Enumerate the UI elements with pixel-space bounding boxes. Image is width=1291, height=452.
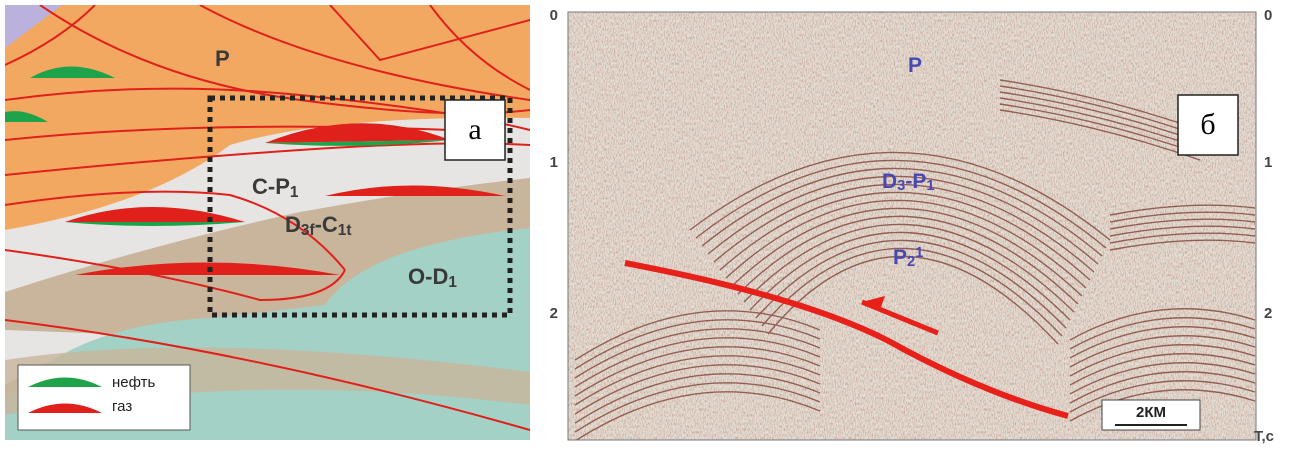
label-segment: 1 — [448, 274, 457, 291]
formation-label: P — [908, 54, 922, 77]
label-segment: P — [893, 246, 907, 269]
label-segment: 3f — [301, 222, 316, 239]
tick-label: 2 — [550, 305, 558, 322]
label-segment: 3 — [897, 178, 905, 194]
label-segment: 1 — [290, 184, 299, 201]
label-segment: P — [215, 46, 230, 71]
formation-label: P — [215, 46, 230, 71]
label-segment: 2 — [907, 254, 915, 270]
tick-label: 2 — [1264, 305, 1272, 322]
legend-box — [18, 365, 190, 430]
label-segment: 1 — [926, 178, 934, 194]
legend-label: газ — [112, 398, 132, 415]
figure: а нефть газ б 2КМ T,c PC-P1D3f-C1tO-D1PD… — [0, 0, 1291, 452]
label-segment: C-P — [252, 174, 290, 199]
label-segment: D — [285, 212, 301, 237]
scale-bar-label: 2КМ — [1136, 404, 1166, 421]
label-segment: -C — [315, 212, 338, 237]
legend-label: нефть — [112, 374, 156, 391]
tick-label: 1 — [550, 154, 558, 171]
label-segment: 1 — [915, 245, 923, 261]
label-segment: O-D — [408, 264, 448, 289]
tick-label: 1 — [1264, 154, 1272, 171]
label-segment: D — [882, 170, 897, 193]
axis-unit: T,c — [1254, 428, 1274, 445]
label-segment: P — [908, 54, 922, 77]
label-segment: -P — [905, 170, 926, 193]
panel-label: а — [468, 113, 481, 146]
tick-label: 0 — [1264, 7, 1272, 24]
tick-label: 0 — [550, 7, 558, 24]
panel-label: б — [1200, 108, 1215, 141]
label-segment: 1t — [338, 222, 352, 239]
